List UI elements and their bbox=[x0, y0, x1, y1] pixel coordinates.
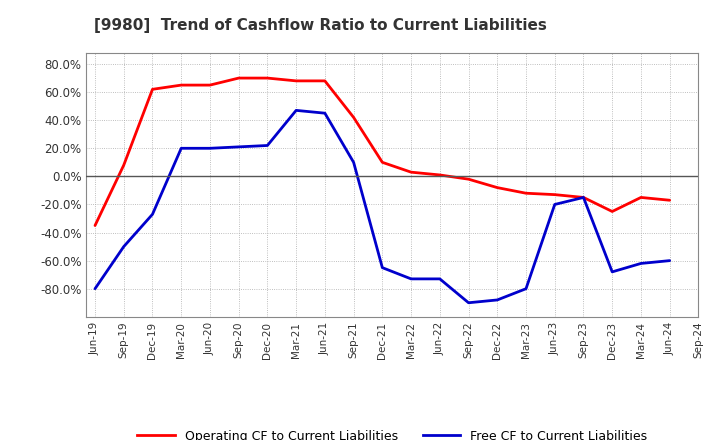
Text: [9980]  Trend of Cashflow Ratio to Current Liabilities: [9980] Trend of Cashflow Ratio to Curren… bbox=[94, 18, 546, 33]
Legend: Operating CF to Current Liabilities, Free CF to Current Liabilities: Operating CF to Current Liabilities, Fre… bbox=[132, 425, 652, 440]
